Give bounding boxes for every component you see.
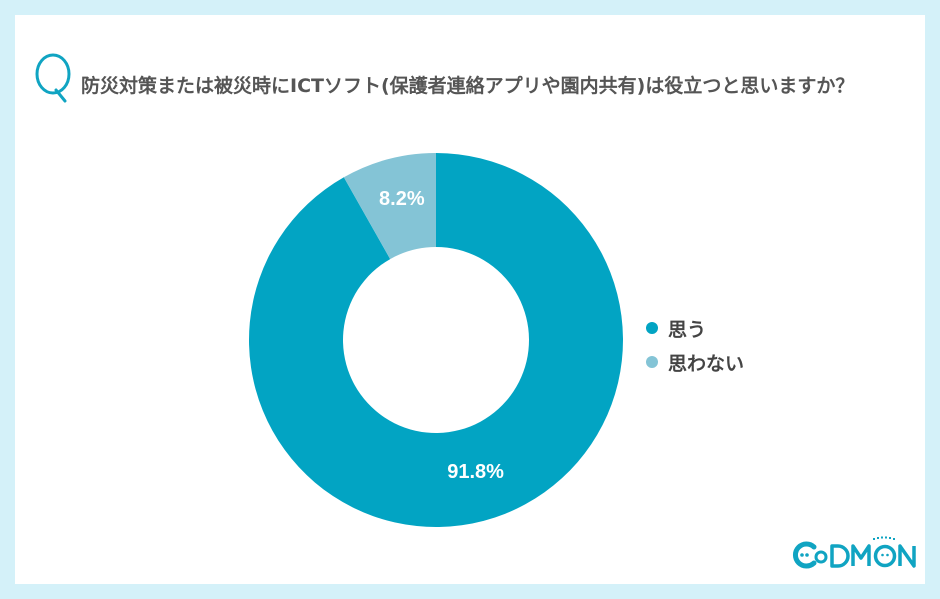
slice-label-yes: 91.8%	[447, 461, 504, 484]
slice-label-no: 8.2%	[379, 187, 425, 210]
legend-dot-icon	[646, 356, 658, 368]
legend-item-yes: 思う	[646, 311, 744, 345]
legend-item-no: 思わない	[646, 345, 744, 379]
question-mark-icon	[34, 50, 74, 110]
codmon-logo	[788, 530, 923, 580]
chart-legend: 思う 思わない	[646, 311, 744, 379]
legend-label: 思わない	[668, 352, 745, 375]
donut-slice-0	[249, 153, 623, 527]
chart-card: 防災対策または被災時にICTソフト(保護者連絡アプリや園内共有)は役立つと思いま…	[15, 15, 925, 584]
codmon-logo-icon	[793, 536, 916, 569]
donut-chart: 91.8% 8.2%	[234, 138, 638, 542]
legend-dot-icon	[646, 322, 658, 334]
question-title: 防災対策または被災時にICTソフト(保護者連絡アプリや園内共有)は役立つと思いま…	[81, 75, 855, 97]
donut-slice-1	[343, 153, 436, 260]
donut-chart-svg	[249, 153, 623, 527]
legend-label: 思う	[668, 318, 707, 341]
